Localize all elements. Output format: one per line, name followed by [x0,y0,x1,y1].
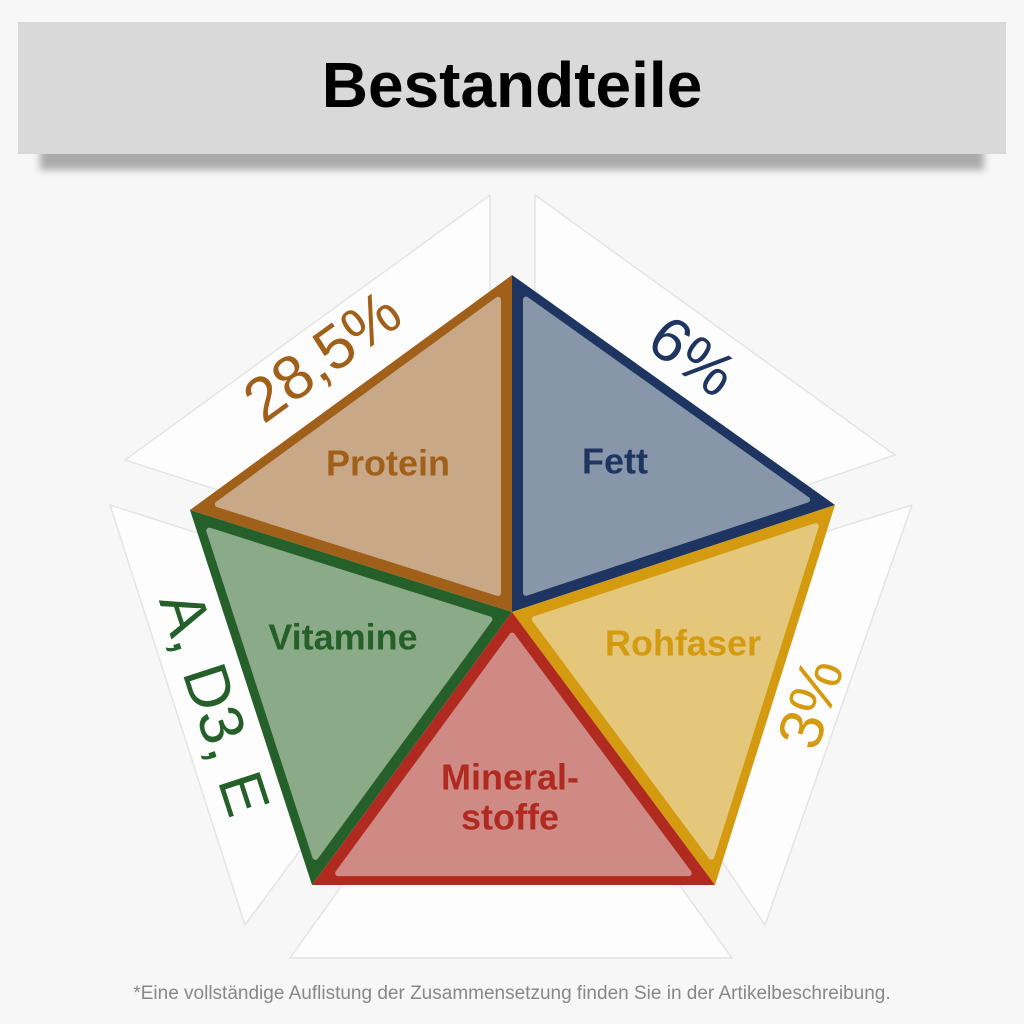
sector-face [206,527,493,860]
segment-label: stoffe [461,797,559,838]
sector-face [214,296,502,596]
sector-face [531,523,819,860]
footnote: *Eine vollständige Auflistung der Zusamm… [133,983,890,1004]
sector-face [522,296,811,596]
segment-label: Protein [326,443,450,484]
title: Bestandteile [322,49,703,121]
segment-label: Mineral- [441,757,579,798]
segment-label: Fett [582,441,648,482]
segment-label: Vitamine [268,617,417,658]
segment-label: Rohfaser [605,623,761,664]
sector-face [335,632,692,877]
header-bar [18,22,1006,154]
